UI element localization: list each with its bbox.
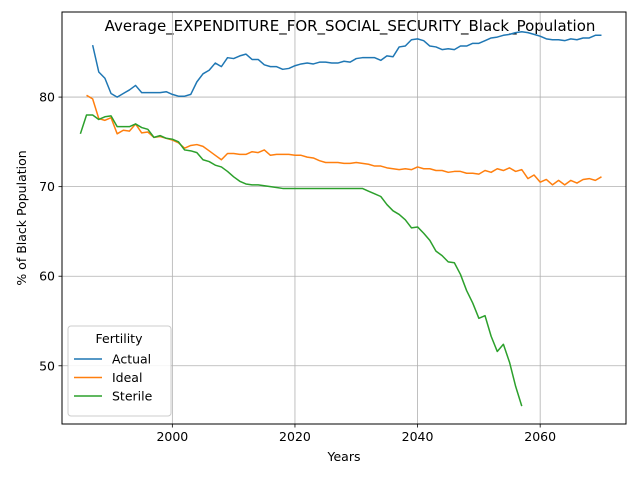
series-line-sterile	[79, 114, 523, 407]
series-line-actual	[91, 30, 602, 98]
chart-title: Average_EXPENDITURE_FOR_SOCIAL_SECURITY_…	[105, 17, 596, 36]
y-tick-label: 50	[39, 358, 55, 373]
x-axis-label: Years	[327, 449, 361, 464]
x-tick-label: 2000	[156, 429, 188, 444]
y-axis-label: % of Black Population	[14, 150, 29, 285]
legend-label-ideal: Ideal	[112, 370, 142, 385]
x-tick-label: 2060	[524, 429, 556, 444]
legend: Fertility Actual Ideal Sterile	[67, 325, 172, 417]
legend-label-actual: Actual	[112, 352, 151, 367]
axis-ticks: 2000 2020 2040 2060 50 60 70 80	[39, 90, 556, 444]
y-tick-label: 80	[39, 90, 55, 105]
legend-label-sterile: Sterile	[112, 389, 153, 404]
plot-frame	[61, 11, 627, 425]
y-tick-label: 60	[39, 269, 55, 284]
series-line-ideal	[86, 94, 602, 186]
series-lines	[79, 30, 602, 407]
y-tick-label: 70	[39, 179, 55, 194]
legend-frame	[67, 325, 172, 417]
legend-title: Fertility	[96, 331, 144, 346]
x-tick-label: 2040	[402, 429, 434, 444]
x-tick-label: 2020	[279, 429, 311, 444]
